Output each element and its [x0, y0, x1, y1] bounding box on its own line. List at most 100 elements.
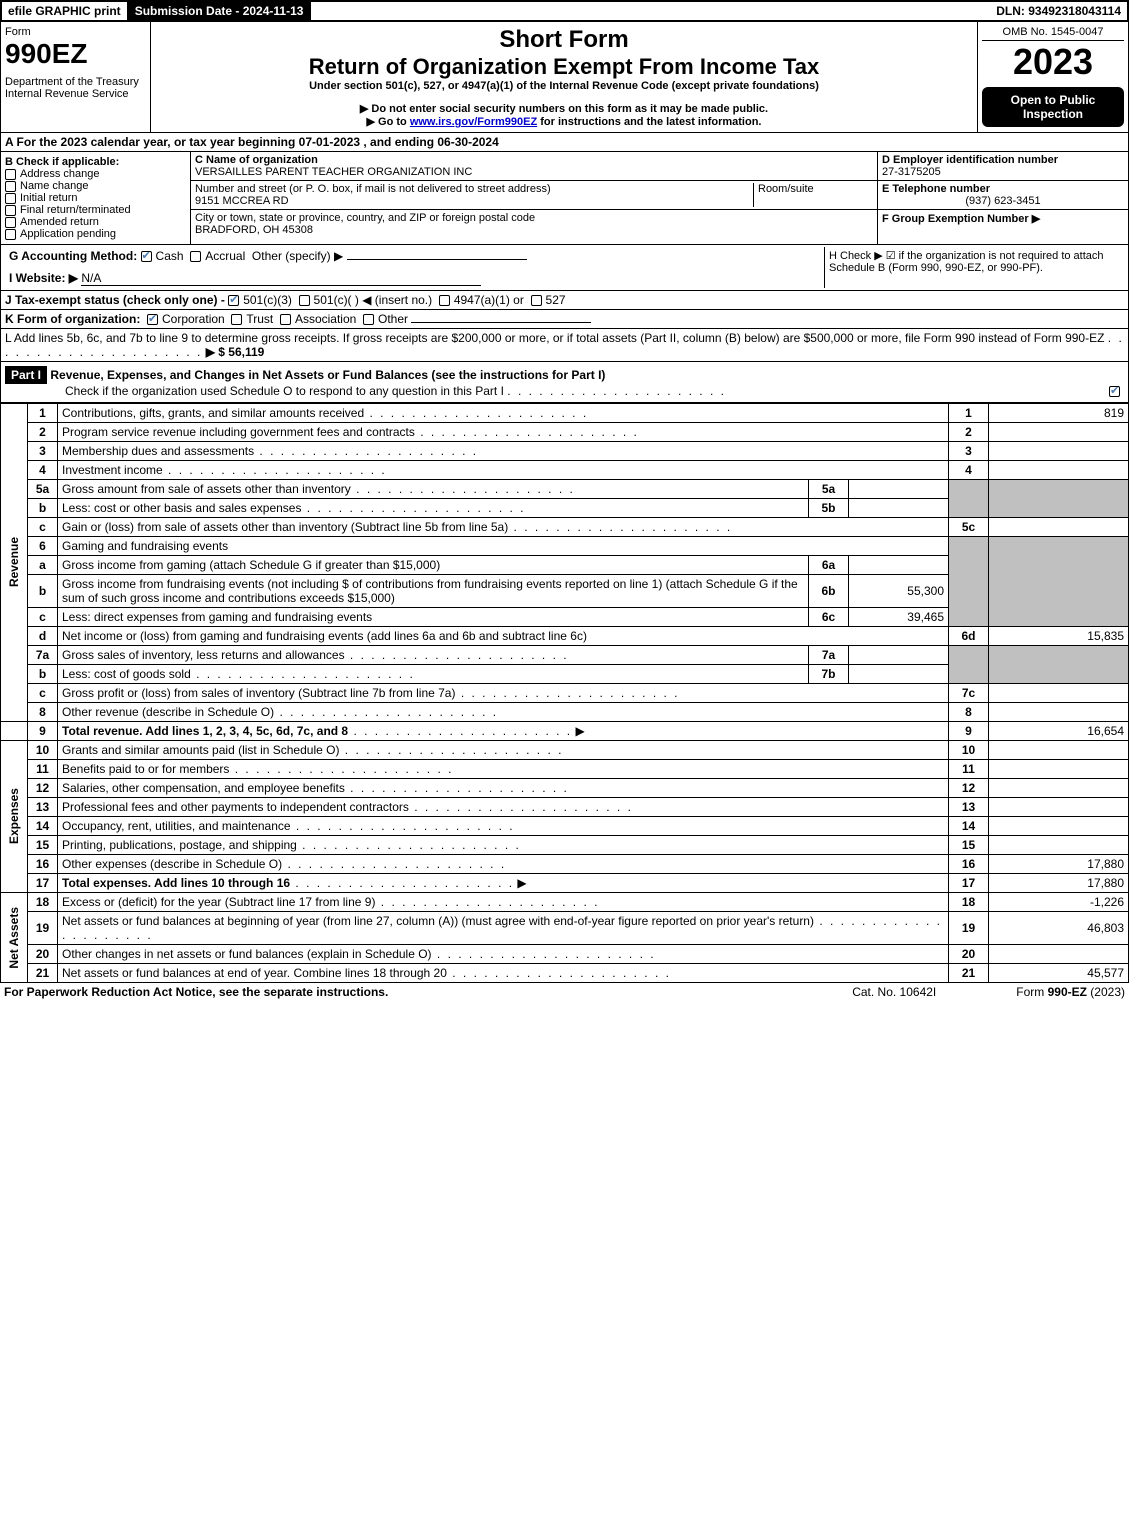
- ln13-num: 13: [28, 798, 58, 817]
- chk-schedule-o[interactable]: [1109, 386, 1120, 397]
- ln15-box: 15: [949, 836, 989, 855]
- chk-cash[interactable]: [141, 251, 152, 262]
- part1-check-text: Check if the organization used Schedule …: [5, 384, 504, 398]
- k-trust: Trust: [246, 312, 273, 326]
- ln20-num: 20: [28, 945, 58, 964]
- chk-assoc[interactable]: [280, 314, 291, 325]
- chk-amended[interactable]: [5, 217, 16, 228]
- ln5b-sub: 5b: [809, 499, 849, 518]
- ln14-box: 14: [949, 817, 989, 836]
- ln14-text: Occupancy, rent, utilities, and maintena…: [62, 819, 291, 833]
- b-item-1: Name change: [20, 180, 89, 192]
- col-def: D Employer identification number27-31752…: [878, 152, 1128, 244]
- short-form-title: Short Form: [155, 26, 973, 54]
- ln21-amt: 45,577: [989, 964, 1129, 983]
- chk-final-return[interactable]: [5, 205, 16, 216]
- ln17-amt: 17,880: [989, 874, 1129, 893]
- ln18-amt: -1,226: [989, 893, 1129, 912]
- warn-goto: ▶ Go to www.irs.gov/Form990EZ for instru…: [155, 115, 973, 128]
- b-item-4: Amended return: [20, 216, 99, 228]
- section-bcdef: B Check if applicable: Address change Na…: [0, 152, 1129, 245]
- ln1-box: 1: [949, 404, 989, 423]
- warn-ssn: ▶ Do not enter social security numbers o…: [155, 102, 973, 115]
- city-label: City or town, state or province, country…: [195, 212, 535, 224]
- ln7c-num: c: [28, 684, 58, 703]
- ln10-box: 10: [949, 741, 989, 760]
- efile-label: efile GRAPHIC print: [2, 2, 129, 20]
- l-value: ▶ $ 56,119: [206, 345, 265, 359]
- chk-initial-return[interactable]: [5, 193, 16, 204]
- ln21-box: 21: [949, 964, 989, 983]
- form-label: Form: [5, 26, 146, 38]
- ln3-num: 3: [28, 442, 58, 461]
- return-title: Return of Organization Exempt From Incom…: [155, 54, 973, 80]
- chk-trust[interactable]: [231, 314, 242, 325]
- website: N/A: [81, 271, 101, 285]
- j-527: 527: [546, 293, 566, 307]
- ln13-amt: [989, 798, 1129, 817]
- f-label: F Group Exemption Number ▶: [882, 213, 1040, 225]
- line-j: J Tax-exempt status (check only one) - 5…: [0, 291, 1129, 310]
- ln19-box: 19: [949, 912, 989, 945]
- k-assoc: Association: [295, 312, 356, 326]
- chk-name-change[interactable]: [5, 181, 16, 192]
- ln6d-amt: 15,835: [989, 627, 1129, 646]
- ln5c-box: 5c: [949, 518, 989, 537]
- line-a: A For the 2023 calendar year, or tax yea…: [0, 133, 1129, 152]
- dln: DLN: 93492318043114: [990, 2, 1127, 20]
- ln14-amt: [989, 817, 1129, 836]
- ln9-text: Total revenue. Add lines 1, 2, 3, 4, 5c,…: [62, 724, 348, 738]
- chk-other-org[interactable]: [363, 314, 374, 325]
- ln6a-num: a: [28, 556, 58, 575]
- ln6a-subamt: [849, 556, 949, 575]
- ln19-text: Net assets or fund balances at beginning…: [62, 914, 814, 928]
- ln6b-num: b: [28, 575, 58, 608]
- ln6c-text: Less: direct expenses from gaming and fu…: [58, 608, 809, 627]
- ln6b-text: Gross income from fundraising events (no…: [58, 575, 809, 608]
- b-item-3: Final return/terminated: [20, 204, 131, 216]
- ln12-amt: [989, 779, 1129, 798]
- ln5c-amt: [989, 518, 1129, 537]
- ln8-text: Other revenue (describe in Schedule O): [62, 705, 274, 719]
- ln2-text: Program service revenue including govern…: [62, 425, 415, 439]
- ln5b-num: b: [28, 499, 58, 518]
- ln6b-sub: 6b: [809, 575, 849, 608]
- chk-corp[interactable]: [147, 314, 158, 325]
- chk-application-pending[interactable]: [5, 229, 16, 240]
- chk-accrual[interactable]: [190, 251, 201, 262]
- ln16-text: Other expenses (describe in Schedule O): [62, 857, 282, 871]
- org-name: VERSAILLES PARENT TEACHER ORGANIZATION I…: [195, 166, 472, 178]
- chk-4947[interactable]: [439, 295, 450, 306]
- irs-link[interactable]: www.irs.gov/Form990EZ: [410, 116, 537, 128]
- omb: OMB No. 1545-0047: [982, 26, 1124, 41]
- part1-label: Part I: [5, 366, 47, 384]
- ln8-amt: [989, 703, 1129, 722]
- b-item-0: Address change: [20, 168, 100, 180]
- ln1-amt: 819: [989, 404, 1129, 423]
- chk-address-change[interactable]: [5, 169, 16, 180]
- ln11-amt: [989, 760, 1129, 779]
- ln10-num: 10: [28, 741, 58, 760]
- topbar: efile GRAPHIC print Submission Date - 20…: [0, 0, 1129, 22]
- ln13-text: Professional fees and other payments to …: [62, 800, 409, 814]
- ln1-num: 1: [28, 404, 58, 423]
- chk-527[interactable]: [531, 295, 542, 306]
- ln6d-box: 6d: [949, 627, 989, 646]
- ln20-amt: [989, 945, 1129, 964]
- ln5c-num: c: [28, 518, 58, 537]
- g-other: Other (specify) ▶: [252, 249, 343, 263]
- open-inspection: Open to Public Inspection: [982, 87, 1124, 127]
- ln20-text: Other changes in net assets or fund bala…: [62, 947, 432, 961]
- g-cash: Cash: [156, 249, 184, 263]
- ln7b-text: Less: cost of goods sold: [62, 667, 191, 681]
- footer-catno: Cat. No. 10642I: [852, 985, 936, 999]
- chk-501c3[interactable]: [228, 295, 239, 306]
- ln6d-num: d: [28, 627, 58, 646]
- ln19-amt: 46,803: [989, 912, 1129, 945]
- ln2-box: 2: [949, 423, 989, 442]
- chk-501c[interactable]: [299, 295, 310, 306]
- b-item-5: Application pending: [20, 228, 116, 240]
- form-header: Form 990EZ Department of the Treasury In…: [0, 22, 1129, 133]
- tax-year: 2023: [982, 41, 1124, 83]
- page-footer: For Paperwork Reduction Act Notice, see …: [0, 983, 1129, 1001]
